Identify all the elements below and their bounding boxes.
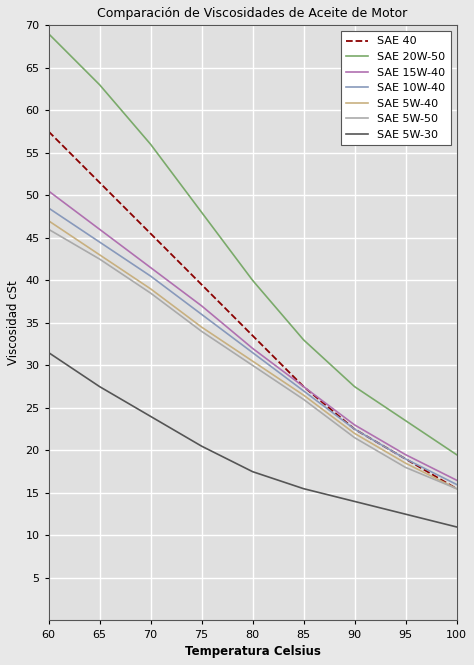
SAE 40 xyxy=(352,425,357,433)
SAE 10W-40 xyxy=(352,425,357,433)
SAE 15W-40 xyxy=(403,451,409,459)
SAE 40 xyxy=(199,281,204,289)
SAE 5W-30 xyxy=(403,510,409,518)
SAE 40 xyxy=(301,382,306,390)
SAE 15W-40 xyxy=(301,382,306,390)
SAE 5W-30 xyxy=(454,523,459,531)
SAE 20W-50 xyxy=(301,336,306,344)
SAE 5W-40 xyxy=(199,323,204,331)
SAE 15W-40 xyxy=(199,302,204,310)
SAE 40 xyxy=(46,128,52,136)
SAE 5W-40 xyxy=(148,285,154,293)
SAE 20W-50 xyxy=(352,382,357,390)
Line: SAE 15W-40: SAE 15W-40 xyxy=(49,191,456,480)
SAE 10W-40 xyxy=(199,311,204,319)
SAE 5W-40 xyxy=(46,217,52,225)
Line: SAE 5W-30: SAE 5W-30 xyxy=(49,352,456,527)
SAE 5W-30 xyxy=(301,485,306,493)
SAE 40 xyxy=(454,485,459,493)
SAE 10W-40 xyxy=(97,238,102,246)
SAE 5W-40 xyxy=(250,357,255,365)
SAE 5W-30 xyxy=(97,382,102,390)
SAE 5W-50 xyxy=(352,434,357,442)
Title: Comparación de Viscosidades de Aceite de Motor: Comparación de Viscosidades de Aceite de… xyxy=(98,7,408,20)
SAE 5W-40 xyxy=(454,485,459,493)
SAE 10W-40 xyxy=(301,387,306,395)
SAE 15W-40 xyxy=(97,225,102,233)
SAE 5W-40 xyxy=(301,391,306,399)
SAE 5W-50 xyxy=(403,464,409,471)
Line: SAE 10W-40: SAE 10W-40 xyxy=(49,208,456,484)
X-axis label: Temperatura Celsius: Temperatura Celsius xyxy=(185,645,320,658)
SAE 5W-50 xyxy=(97,255,102,263)
Line: SAE 40: SAE 40 xyxy=(49,132,456,489)
SAE 5W-40 xyxy=(97,251,102,259)
Line: SAE 5W-50: SAE 5W-50 xyxy=(49,229,456,489)
SAE 5W-30 xyxy=(148,412,154,420)
SAE 40 xyxy=(97,179,102,187)
SAE 20W-50 xyxy=(97,81,102,89)
SAE 10W-40 xyxy=(403,455,409,463)
SAE 5W-40 xyxy=(352,430,357,438)
SAE 10W-40 xyxy=(454,480,459,488)
SAE 5W-50 xyxy=(46,225,52,233)
Line: SAE 5W-40: SAE 5W-40 xyxy=(49,221,456,489)
SAE 10W-40 xyxy=(148,272,154,280)
SAE 5W-30 xyxy=(250,467,255,475)
SAE 5W-30 xyxy=(46,348,52,356)
Y-axis label: Viscosidad cSt: Viscosidad cSt xyxy=(7,281,20,365)
SAE 20W-50 xyxy=(148,140,154,148)
SAE 5W-40 xyxy=(403,459,409,467)
Line: SAE 20W-50: SAE 20W-50 xyxy=(49,34,456,455)
SAE 20W-50 xyxy=(46,30,52,38)
SAE 5W-50 xyxy=(301,396,306,404)
SAE 5W-50 xyxy=(199,327,204,335)
SAE 20W-50 xyxy=(250,277,255,285)
SAE 15W-40 xyxy=(46,187,52,195)
SAE 15W-40 xyxy=(148,263,154,271)
SAE 20W-50 xyxy=(454,451,459,459)
SAE 15W-40 xyxy=(250,344,255,352)
SAE 10W-40 xyxy=(46,204,52,212)
SAE 40 xyxy=(148,229,154,237)
SAE 20W-50 xyxy=(199,208,204,216)
SAE 5W-30 xyxy=(199,442,204,450)
SAE 5W-50 xyxy=(454,485,459,493)
SAE 5W-50 xyxy=(250,361,255,369)
SAE 15W-40 xyxy=(352,421,357,429)
SAE 15W-40 xyxy=(454,476,459,484)
SAE 5W-30 xyxy=(352,497,357,505)
SAE 20W-50 xyxy=(403,417,409,425)
SAE 40 xyxy=(250,332,255,340)
SAE 40 xyxy=(403,455,409,463)
SAE 5W-50 xyxy=(148,289,154,297)
SAE 10W-40 xyxy=(250,348,255,356)
Legend: SAE 40, SAE 20W-50, SAE 15W-40, SAE 10W-40, SAE 5W-40, SAE 5W-50, SAE 5W-30: SAE 40, SAE 20W-50, SAE 15W-40, SAE 10W-… xyxy=(341,31,451,145)
